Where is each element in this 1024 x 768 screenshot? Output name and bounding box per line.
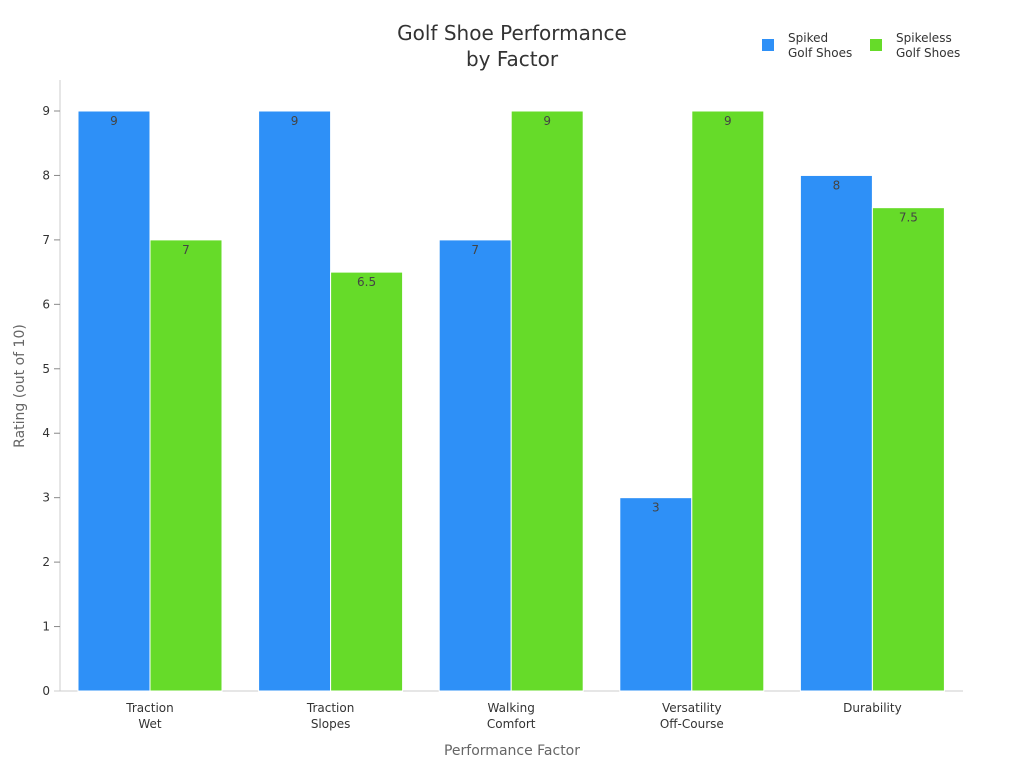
data-label: 3 — [652, 501, 660, 515]
x-tick-label: Traction Wet — [125, 701, 173, 731]
data-label: 9 — [724, 114, 732, 128]
y-tick-label: 0 — [42, 684, 50, 698]
data-label: 7.5 — [899, 211, 918, 225]
data-label: 9 — [110, 114, 118, 128]
y-tick-label: 9 — [42, 104, 50, 118]
legend-label: Spikeless Golf Shoes — [896, 31, 960, 60]
legend-swatch — [870, 39, 882, 51]
y-tick-label: 1 — [42, 620, 50, 634]
x-axis-title: Performance Factor — [444, 743, 580, 759]
bar-spikeless — [691, 110, 765, 692]
data-label: 6.5 — [357, 275, 376, 289]
x-axis: Traction Wet Traction Slopes Walking Comfort V… — [54, 690, 963, 731]
bar-spiked — [438, 239, 512, 692]
chart-title: Golf Shoe Performance by Factor — [397, 21, 627, 71]
bar-spiked — [77, 110, 151, 692]
y-tick-label: 8 — [42, 168, 50, 182]
data-label: 9 — [291, 114, 299, 128]
y-tick-label: 6 — [42, 297, 50, 311]
bar-spiked — [799, 174, 873, 692]
bar-spikeless — [330, 271, 404, 692]
x-tick-label: Durability — [843, 701, 902, 715]
y-tick-label: 3 — [42, 491, 50, 505]
legend-label: Spiked Golf Shoes — [788, 31, 852, 60]
legend-swatch — [762, 39, 774, 51]
data-label: 7 — [471, 243, 479, 257]
y-tick-label: 2 — [42, 555, 50, 569]
x-tick-label: Traction Slopes — [306, 701, 354, 731]
bar-spikeless — [871, 207, 945, 692]
data-label: 7 — [182, 243, 190, 257]
bars — [77, 110, 945, 692]
data-label: 8 — [833, 178, 841, 192]
x-tick-label: Versatility Off-Course — [660, 701, 724, 731]
y-tick-label: 5 — [42, 362, 50, 376]
chart-title-line: by Factor — [466, 47, 559, 71]
y-tick-label: 4 — [42, 426, 50, 440]
bar-spiked — [258, 110, 332, 692]
y-tick-label: 7 — [42, 233, 50, 247]
bar-spikeless — [149, 239, 223, 692]
legend: Spiked Golf Shoes Spikeless Golf Shoes — [762, 31, 960, 60]
y-axis-title: Rating (out of 10) — [12, 324, 28, 448]
chart-title-line: Golf Shoe Performance — [397, 21, 627, 45]
bar-spikeless — [510, 110, 584, 692]
data-labels: 9 7 9 6.5 7 9 3 9 8 7.5 — [110, 114, 918, 515]
y-axis: 0 1 2 3 4 5 6 7 8 9 — [42, 80, 61, 698]
data-label: 9 — [543, 114, 551, 128]
x-tick-label: Walking Comfort — [487, 701, 536, 731]
bar-spiked — [619, 497, 693, 692]
